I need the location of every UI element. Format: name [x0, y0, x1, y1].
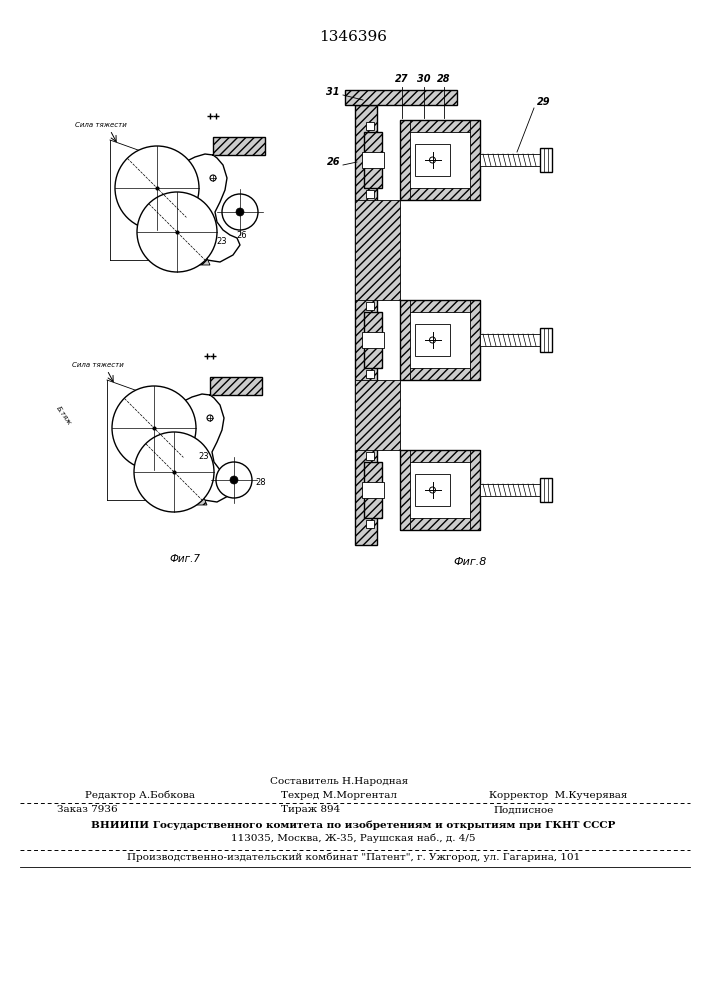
Text: 26: 26: [327, 157, 340, 167]
Text: Тираж 894: Тираж 894: [281, 806, 341, 814]
Text: 23: 23: [199, 452, 209, 461]
Text: 31: 31: [327, 87, 340, 97]
Polygon shape: [400, 300, 410, 380]
Polygon shape: [184, 498, 207, 505]
Text: Техред М.Моргентал: Техред М.Моргентал: [281, 790, 397, 800]
Text: Подписное: Подписное: [493, 806, 554, 814]
Text: Производственно-издательский комбинат "Патент", г. Ужгород, ул. Гагарина, 101: Производственно-издательский комбинат "П…: [127, 852, 580, 862]
Circle shape: [115, 146, 199, 230]
Text: Составитель Н.Народная: Составитель Н.Народная: [270, 778, 409, 786]
Polygon shape: [400, 450, 410, 530]
Circle shape: [230, 476, 238, 484]
Polygon shape: [364, 462, 382, 518]
Polygon shape: [400, 368, 480, 380]
Text: Заказ 7936: Заказ 7936: [57, 806, 117, 814]
Text: Б.тяж: Б.тяж: [55, 405, 72, 426]
Polygon shape: [400, 120, 410, 200]
Text: 27: 27: [395, 74, 409, 84]
Text: 29: 29: [537, 97, 551, 107]
Polygon shape: [366, 370, 374, 378]
Text: Фиг.7: Фиг.7: [170, 554, 201, 564]
Text: 28: 28: [437, 74, 451, 84]
Polygon shape: [160, 394, 237, 502]
Text: 30: 30: [417, 74, 431, 84]
Polygon shape: [366, 452, 374, 460]
Polygon shape: [400, 300, 480, 312]
Text: 26: 26: [237, 231, 247, 240]
Polygon shape: [355, 380, 400, 450]
Polygon shape: [362, 482, 384, 498]
Polygon shape: [400, 518, 480, 530]
Circle shape: [112, 386, 196, 470]
Polygon shape: [366, 122, 374, 130]
Polygon shape: [364, 132, 382, 188]
Polygon shape: [355, 105, 377, 545]
Polygon shape: [480, 334, 540, 346]
Text: 28: 28: [255, 478, 266, 487]
Polygon shape: [470, 300, 480, 380]
Polygon shape: [362, 332, 384, 348]
Polygon shape: [540, 328, 552, 352]
Polygon shape: [480, 484, 540, 496]
Polygon shape: [210, 377, 262, 395]
Circle shape: [216, 462, 252, 498]
Polygon shape: [480, 154, 540, 166]
Text: Фиг.8: Фиг.8: [453, 557, 486, 567]
Polygon shape: [366, 190, 374, 198]
Circle shape: [236, 208, 244, 216]
Polygon shape: [540, 148, 552, 172]
Circle shape: [210, 175, 216, 181]
Circle shape: [222, 194, 258, 230]
Polygon shape: [362, 152, 384, 168]
Text: Сила тяжести: Сила тяжести: [72, 362, 124, 368]
Polygon shape: [415, 144, 450, 176]
Text: Корректор  М.Кучерявая: Корректор М.Кучерявая: [489, 790, 628, 800]
Text: 1346396: 1346396: [319, 30, 387, 44]
Polygon shape: [366, 520, 374, 528]
Polygon shape: [213, 137, 265, 155]
Polygon shape: [400, 188, 480, 200]
Circle shape: [207, 415, 213, 421]
Circle shape: [134, 432, 214, 512]
Text: ВНИИПИ Государственного комитета по изобретениям и открытиям при ГКНТ СССР: ВНИИПИ Государственного комитета по изоб…: [91, 820, 616, 830]
Polygon shape: [400, 120, 480, 132]
Polygon shape: [415, 324, 450, 356]
Polygon shape: [540, 478, 552, 502]
Text: 23: 23: [216, 237, 228, 246]
Polygon shape: [366, 302, 374, 310]
Polygon shape: [355, 200, 400, 300]
Polygon shape: [345, 90, 457, 105]
Polygon shape: [470, 120, 480, 200]
Polygon shape: [187, 258, 210, 265]
Circle shape: [137, 192, 217, 272]
Text: Сила тяжести: Сила тяжести: [75, 122, 127, 128]
Text: Редактор А.Бобкова: Редактор А.Бобкова: [85, 790, 195, 800]
Polygon shape: [470, 450, 480, 530]
Polygon shape: [400, 450, 480, 462]
Text: 113035, Москва, Ж-35, Раушская наб., д. 4/5: 113035, Москва, Ж-35, Раушская наб., д. …: [231, 833, 476, 843]
Polygon shape: [364, 312, 382, 368]
Polygon shape: [415, 474, 450, 506]
Polygon shape: [163, 154, 240, 262]
